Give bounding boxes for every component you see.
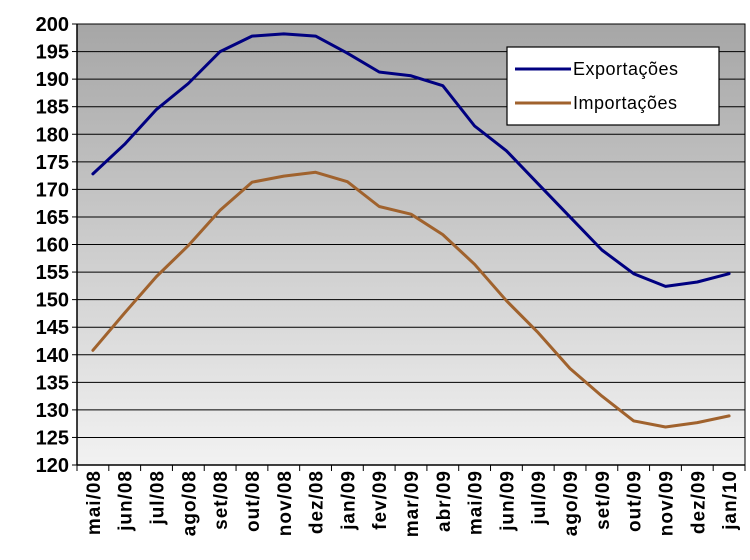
- y-tick-label: 130: [36, 400, 69, 422]
- y-tick-label: 190: [36, 69, 69, 91]
- y-tick-label: 140: [36, 345, 69, 367]
- plot-border: [76, 23, 746, 466]
- x-tick-label: nov/08: [275, 470, 296, 536]
- y-tick-label: 160: [36, 235, 69, 257]
- x-tick-label: jan/10: [720, 470, 741, 531]
- x-tick-label: set/08: [211, 470, 232, 530]
- legend-label-exportacoes: Exportações: [573, 59, 679, 79]
- x-tick-label: set/09: [593, 470, 614, 530]
- y-tick-label: 180: [36, 124, 69, 146]
- x-tick-label: ago/09: [561, 470, 582, 536]
- series-lines: [91, 32, 731, 429]
- series-line-exportacoes: [91, 32, 731, 288]
- x-tick-label: abr/09: [434, 470, 455, 532]
- x-tick-label: fev/09: [370, 470, 391, 530]
- x-tick-label: nov/09: [656, 470, 677, 536]
- y-tick-label: 150: [36, 290, 69, 312]
- y-tick-label: 165: [36, 207, 69, 229]
- legend-label-importacoes: Importações: [573, 93, 678, 113]
- y-tick-label: 200: [36, 14, 69, 36]
- x-tick-label: dez/08: [307, 470, 328, 534]
- y-tick-label: 135: [36, 372, 69, 394]
- x-tick-label: out/08: [243, 470, 264, 532]
- y-tick-label: 155: [36, 262, 69, 284]
- x-tick-label: mar/09: [402, 470, 423, 537]
- x-tick-label: dez/09: [688, 470, 709, 534]
- x-axis-ticks: mai/08 jun/08 jul/08 ago/08 set/08 out/08 nov/…: [76, 465, 746, 537]
- x-tick-label: jul/09: [529, 470, 550, 526]
- x-tick-label: jan/09: [338, 470, 359, 531]
- series-line-importacoes: [91, 170, 731, 429]
- y-tick-label: 195: [36, 42, 69, 64]
- y-tick-label: 125: [36, 427, 69, 449]
- y-axis-ticks: 120 125 130 135 140 145 150 155 160 165 170 175 180 1…: [36, 14, 77, 477]
- legend-box: [506, 46, 720, 126]
- y-tick-label: 175: [36, 152, 69, 174]
- x-tick-label: jul/08: [148, 470, 169, 526]
- y-tick-label: 145: [36, 317, 69, 339]
- y-tick-label: 185: [36, 97, 69, 119]
- y-tick-label: 170: [36, 179, 69, 201]
- x-tick-label: mai/08: [84, 470, 105, 535]
- x-tick-label: mai/09: [466, 470, 487, 535]
- x-tick-label: jun/08: [116, 470, 137, 532]
- x-tick-label: jun/09: [497, 470, 518, 532]
- y-tick-label: 120: [36, 455, 69, 477]
- legend: Exportações Importações: [506, 46, 720, 126]
- x-tick-label: ago/08: [179, 470, 200, 536]
- x-tick-label: out/09: [625, 470, 646, 532]
